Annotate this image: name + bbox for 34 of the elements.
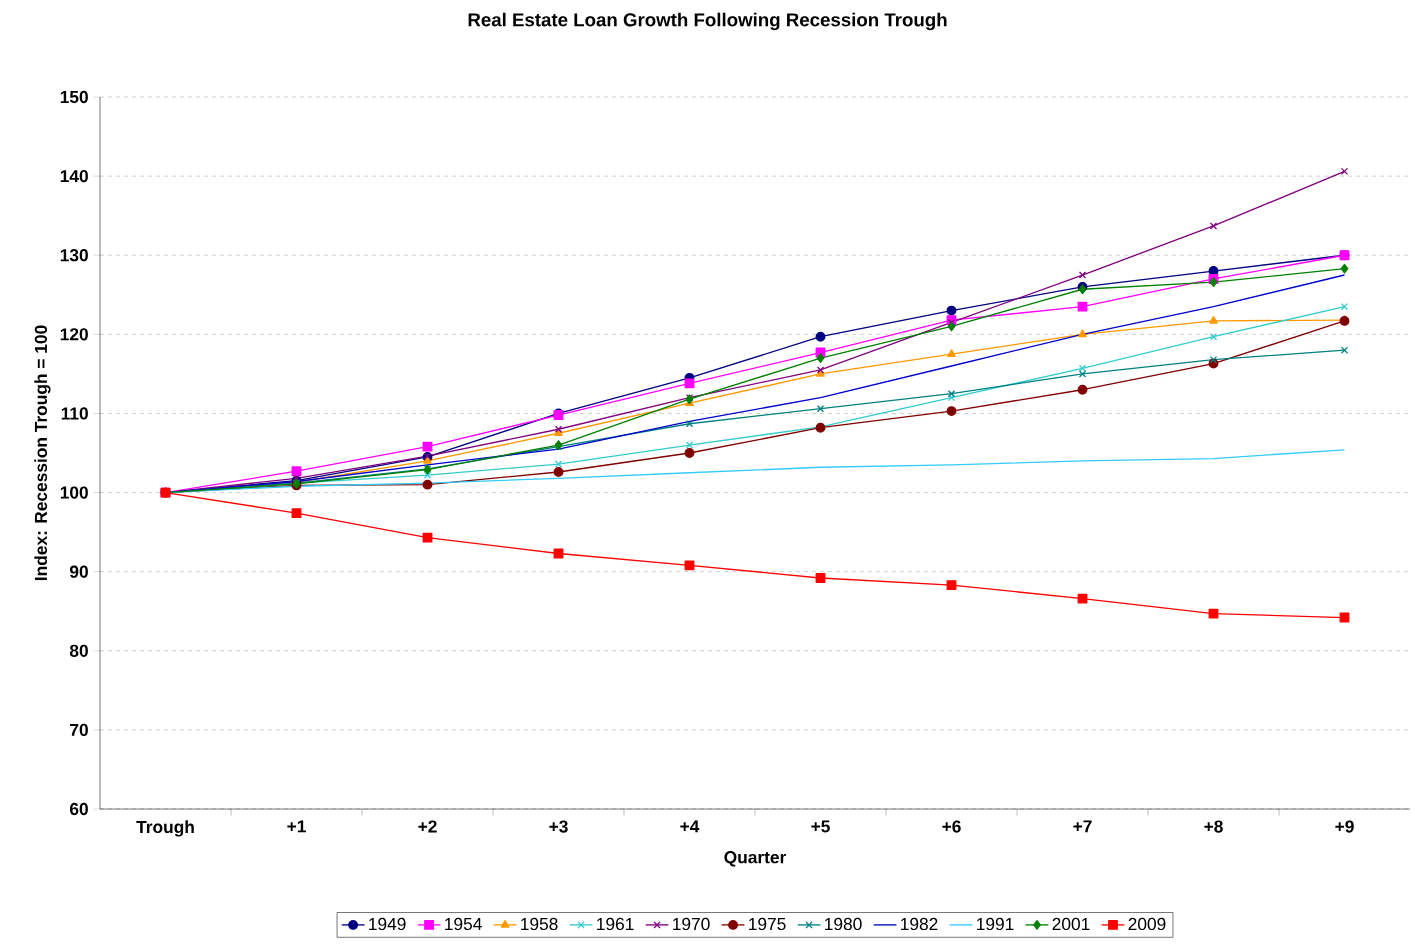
legend-label: 1954 bbox=[445, 917, 482, 931]
legend-label: 1958 bbox=[521, 917, 558, 931]
x-tick-label: +9 bbox=[1335, 820, 1354, 833]
legend-label: 1982 bbox=[901, 917, 938, 931]
y-tick-label: 120 bbox=[60, 328, 88, 341]
y-tick-label: 70 bbox=[70, 723, 88, 737]
x-axis-title: Quarter bbox=[724, 851, 787, 867]
y-tick-label: 80 bbox=[69, 644, 88, 657]
x-tick-label: +6 bbox=[942, 820, 961, 833]
x-tick-label: +1 bbox=[287, 820, 306, 833]
y-axis-title: Index: Recession Trough = 100 bbox=[34, 325, 51, 581]
y-tick-label: 130 bbox=[60, 249, 88, 262]
x-tick-label: +4 bbox=[680, 820, 700, 833]
y-tick-label: 140 bbox=[60, 169, 88, 183]
legend-label: 1961 bbox=[597, 917, 634, 931]
y-tick-label: 90 bbox=[69, 565, 88, 578]
legend-label: 2001 bbox=[1052, 917, 1090, 931]
legend-label: 1975 bbox=[749, 917, 786, 931]
y-tick-label: 100 bbox=[60, 486, 88, 499]
x-tick-label: +5 bbox=[811, 820, 830, 833]
x-tick-label: +3 bbox=[549, 820, 568, 833]
legend-label: 1970 bbox=[673, 917, 710, 931]
legend-label: 1991 bbox=[977, 917, 1014, 931]
x-tick-label: +2 bbox=[418, 820, 437, 833]
y-tick-label: 150 bbox=[60, 90, 88, 104]
x-tick-label: +8 bbox=[1204, 820, 1223, 833]
chart-title: Real Estate Loan Growth Following Recession Trough bbox=[468, 12, 947, 31]
x-tick-label: +7 bbox=[1073, 820, 1092, 833]
x-tick-label: Trough bbox=[136, 820, 194, 837]
legend-label: 2009 bbox=[1128, 917, 1166, 931]
legend-label: 1980 bbox=[825, 917, 862, 931]
y-tick-label: 60 bbox=[69, 802, 88, 816]
legend-label: 1949 bbox=[369, 917, 406, 931]
y-tick-label: 110 bbox=[61, 407, 88, 420]
